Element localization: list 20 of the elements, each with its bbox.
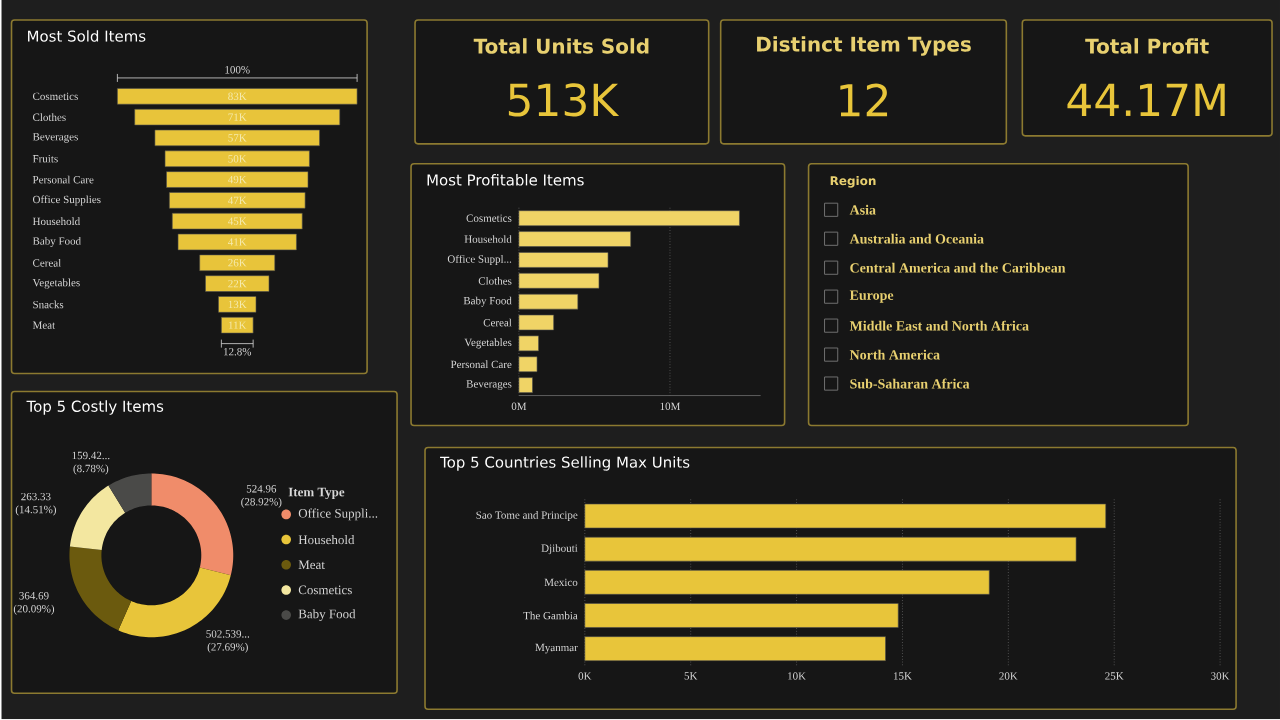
bar: [518, 356, 538, 373]
bar: [584, 504, 1107, 529]
text: Total Profit: [1085, 38, 1209, 55]
text: 513K: [508, 83, 620, 117]
bar: [518, 336, 539, 352]
text: 12: [840, 83, 888, 117]
bar: [584, 636, 886, 662]
bar: [518, 315, 554, 331]
bar: [518, 210, 740, 227]
bar: [584, 570, 990, 596]
text: Distinct Item Types: [757, 36, 971, 57]
bar: [518, 294, 579, 310]
bar: [518, 231, 631, 248]
bar: [584, 537, 1077, 562]
bar: [518, 273, 600, 289]
text: 44.17M: [1067, 84, 1225, 117]
bar: [584, 603, 899, 629]
text: Total Units Sold: [473, 38, 649, 55]
bar: [518, 252, 609, 269]
bar: [518, 377, 533, 394]
